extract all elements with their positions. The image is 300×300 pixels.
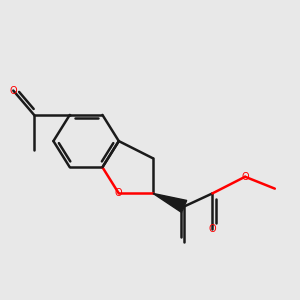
Text: O: O: [115, 188, 123, 198]
Polygon shape: [153, 194, 187, 212]
Text: O: O: [10, 85, 17, 96]
Text: O: O: [241, 172, 249, 182]
Text: O: O: [208, 224, 216, 234]
